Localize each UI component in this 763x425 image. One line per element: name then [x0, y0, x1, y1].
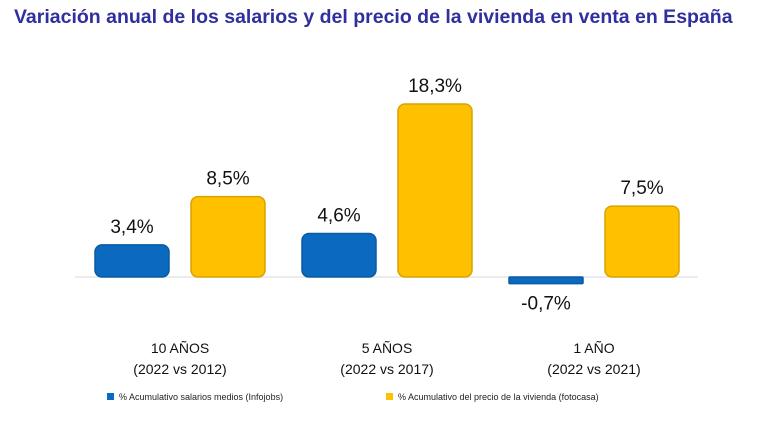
legend-swatch-1	[386, 393, 393, 400]
data-label: 3,4%	[110, 217, 153, 238]
data-label: -0,7%	[521, 294, 571, 315]
bar-salarios-1	[301, 232, 377, 278]
data-label: 4,6%	[317, 206, 360, 227]
category-label-comparison: (2022 vs 2021)	[547, 361, 640, 377]
legend-swatch-0	[107, 393, 114, 400]
category-label-period: 10 AÑOS	[151, 340, 209, 356]
category-label-comparison: (2022 vs 2012)	[133, 361, 226, 377]
category-label-comparison: (2022 vs 2017)	[340, 361, 433, 377]
bar-vivienda-2	[604, 205, 680, 278]
chart-title: Variación anual de los salarios y del pr…	[14, 6, 733, 28]
legend-label-1: % Acumulativo del precio de la vivienda …	[398, 392, 599, 402]
data-label: 8,5%	[206, 169, 249, 190]
bar-vivienda-1	[397, 103, 473, 278]
bar-vivienda-0	[190, 195, 266, 278]
bar-salarios-2	[508, 276, 584, 285]
bar-salarios-0	[94, 244, 170, 278]
legend-label-0: % Acumulativo salarios medios (Infojobs)	[119, 392, 283, 402]
data-label: 18,3%	[408, 76, 462, 97]
category-label-period: 1 AÑO	[573, 340, 614, 356]
data-label: 7,5%	[620, 178, 663, 199]
category-label-period: 5 AÑOS	[362, 340, 413, 356]
